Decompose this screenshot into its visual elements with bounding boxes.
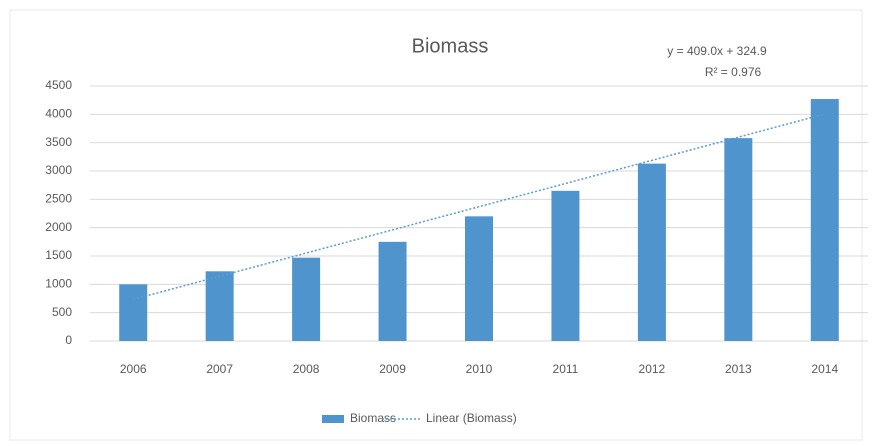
- bar: [378, 241, 407, 341]
- bar: [637, 163, 666, 341]
- trend-equation: y = 409.0x + 324.9: [667, 44, 767, 58]
- bar: [724, 138, 753, 341]
- y-tick-label: 0: [65, 333, 72, 347]
- y-tick-label: 1000: [45, 277, 72, 291]
- bar: [119, 284, 148, 341]
- y-tick-label: 4000: [45, 107, 72, 121]
- y-tick-label: 3500: [45, 135, 72, 149]
- y-tick-label: 4500: [45, 78, 72, 92]
- legend-label: Biomass: [350, 411, 396, 425]
- trendline: [133, 113, 825, 301]
- x-tick-label: 2009: [379, 362, 406, 376]
- bar: [810, 99, 839, 342]
- x-tick-label: 2008: [293, 362, 320, 376]
- trend-r-squared: R² = 0.976: [705, 65, 762, 79]
- bar: [205, 271, 234, 341]
- legend-swatch: [322, 415, 344, 423]
- y-tick-label: 2500: [45, 192, 72, 206]
- x-tick-label: 2012: [639, 362, 666, 376]
- x-tick-label: 2007: [206, 362, 233, 376]
- x-tick-label: 2010: [466, 362, 493, 376]
- chart-title: Biomass: [412, 35, 489, 57]
- legend-label: Linear (Biomass): [426, 411, 517, 425]
- bar: [292, 257, 321, 341]
- y-tick-label: 2000: [45, 220, 72, 234]
- y-tick-label: 1500: [45, 248, 72, 262]
- bar: [551, 190, 580, 341]
- chart-frame: [9, 9, 863, 441]
- y-tick-label: 500: [52, 305, 72, 319]
- x-tick-label: 2011: [553, 362, 579, 376]
- x-tick-label: 2006: [120, 362, 147, 376]
- bar: [465, 216, 493, 341]
- x-tick-label: 2014: [811, 362, 838, 376]
- y-tick-label: 3000: [45, 163, 72, 177]
- x-tick-label: 2013: [725, 362, 752, 376]
